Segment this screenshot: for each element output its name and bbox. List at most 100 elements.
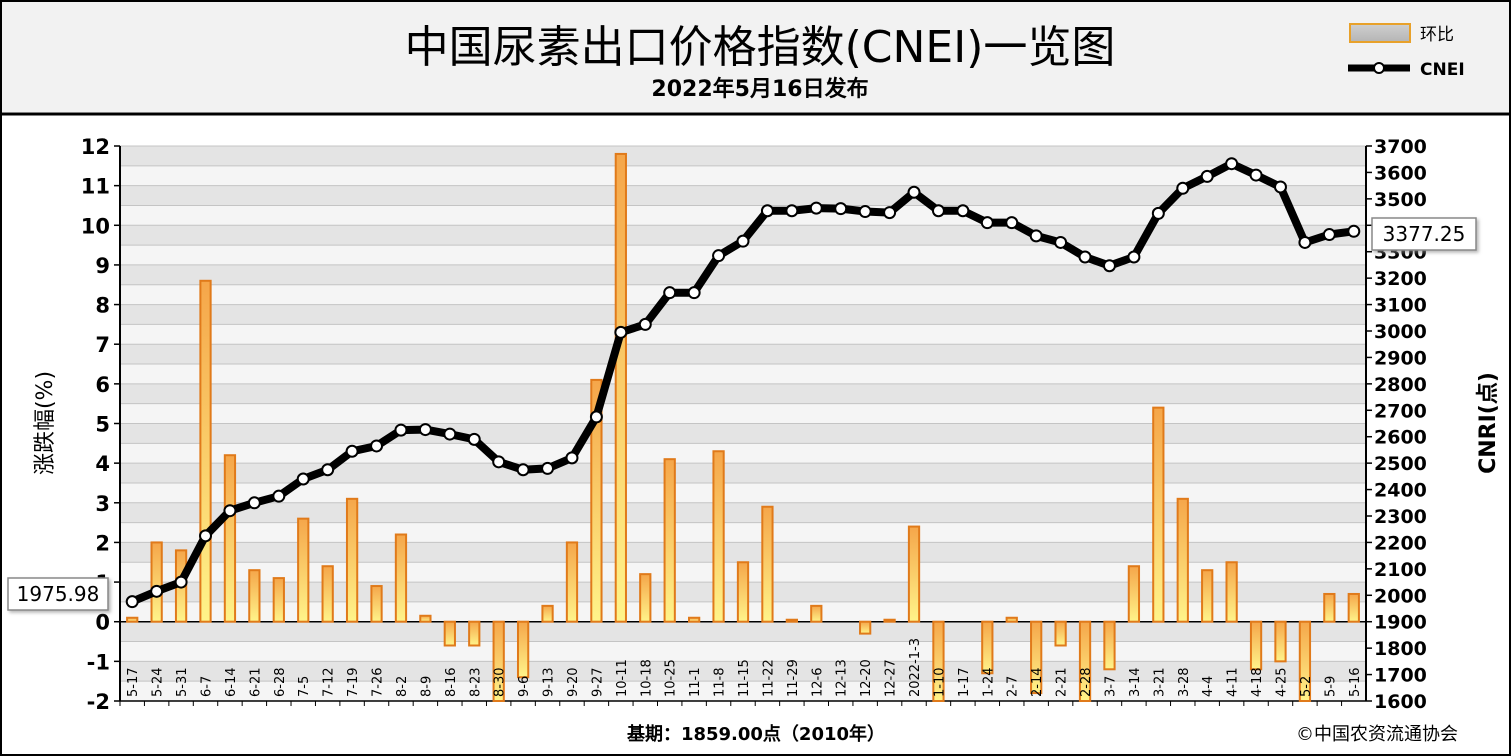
bar	[248, 569, 261, 623]
bar	[321, 565, 334, 623]
x-tick-label: 8-23	[468, 667, 483, 697]
grid-band	[120, 364, 1366, 384]
x-tick-label: 5-24	[151, 667, 166, 697]
grid-band	[120, 264, 1366, 285]
y-tick-label-left: 4	[95, 452, 110, 476]
cnei-point	[321, 463, 335, 477]
cnei-point	[1176, 181, 1190, 195]
x-tick-label: 9-6	[517, 676, 532, 697]
x-tick-label: 6-28	[273, 667, 288, 697]
cnei-point	[492, 455, 506, 469]
bar	[565, 541, 579, 623]
cnei-point	[223, 504, 237, 518]
grid-band	[120, 344, 1366, 365]
cnei-point	[1102, 259, 1116, 273]
y-tick-label-right: 2400	[1374, 480, 1427, 502]
footer-copyright: ©中国农资流通协会	[1296, 724, 1458, 745]
legend-line-label: CNEI	[1420, 60, 1465, 80]
y-tick-label-right: 1900	[1374, 612, 1427, 634]
cnei-point	[125, 595, 139, 609]
cnei-point	[1054, 235, 1068, 249]
x-tick-label: 11-15	[737, 659, 752, 697]
grid-band	[120, 185, 1366, 206]
x-tick-label: 6-7	[200, 676, 215, 697]
x-tick-label: 10-11	[615, 659, 630, 697]
grid-band	[120, 304, 1366, 325]
bar	[516, 620, 530, 679]
x-tick-label: 11-8	[713, 667, 728, 697]
x-tick-label: 8-2	[395, 676, 410, 697]
bar	[932, 620, 945, 703]
cnei-point	[907, 185, 921, 199]
grid-band	[120, 146, 1366, 166]
bar	[1054, 620, 1067, 647]
bar	[1103, 620, 1116, 671]
x-tick-label: 3-21	[1152, 667, 1167, 697]
cnei-point	[565, 451, 579, 465]
y-tick-label-left: 0	[95, 611, 110, 635]
x-tick-label: 4-11	[1226, 667, 1241, 697]
y-axis-left-title: 涨跌幅(%)	[33, 371, 58, 475]
grid-band	[120, 463, 1366, 483]
x-tick-label: 3-7	[1103, 676, 1118, 697]
bar	[761, 505, 774, 623]
grid-band	[120, 403, 1366, 424]
header-band	[2, 2, 1509, 112]
y-tick-label-right: 2100	[1374, 559, 1427, 581]
cnei-point	[174, 575, 188, 589]
x-tick-label: 12-6	[810, 667, 825, 697]
bar	[1249, 620, 1263, 671]
cnei-point	[418, 423, 432, 437]
x-tick-label: 3-28	[1177, 667, 1192, 697]
cnei-point	[1347, 224, 1361, 238]
legend-bar-swatch	[1349, 23, 1411, 43]
x-tick-label: 2022-1-3	[908, 638, 923, 697]
bar	[981, 620, 994, 675]
x-tick-label: 2-21	[1055, 667, 1070, 697]
x-tick-label: 6-21	[248, 667, 263, 697]
cnei-point	[1322, 228, 1336, 242]
bar	[1005, 616, 1018, 623]
grid-band	[120, 423, 1366, 444]
x-tick-label: 9-27	[590, 667, 605, 697]
y-tick-label-left: 7	[95, 333, 110, 357]
x-tick-label: 5-16	[1348, 667, 1363, 697]
cnei-point	[370, 439, 384, 453]
y-tick-label-right: 2300	[1374, 506, 1427, 528]
first-value-label: 1975.98	[17, 582, 100, 606]
cnei-point	[394, 423, 408, 437]
cnei-point	[760, 204, 774, 218]
grid-band	[120, 324, 1366, 345]
x-tick-label: 10-25	[664, 659, 679, 697]
y-tick-label-left: 5	[95, 413, 110, 437]
x-tick-label: 11-22	[761, 659, 776, 697]
bar	[1323, 592, 1336, 623]
y-tick-label-left: 12	[81, 135, 110, 159]
bar	[223, 454, 237, 623]
y-tick-label-left: 11	[81, 175, 110, 199]
cnei-point	[443, 427, 457, 441]
y-tick-label-right: 2200	[1374, 532, 1427, 554]
x-tick-label: 8-9	[419, 676, 434, 697]
cnei-point	[883, 206, 897, 220]
cnei-point	[663, 286, 677, 300]
grid-band	[120, 641, 1366, 662]
bar	[419, 614, 432, 623]
grid-band	[120, 681, 1366, 701]
bar	[541, 604, 554, 623]
y-tick-label-left: 8	[95, 294, 110, 318]
y-axis-right-title: CNRI(点)	[1475, 372, 1501, 474]
bar	[1201, 569, 1214, 623]
x-tick-label: 1-17	[957, 667, 972, 697]
cnei-point	[541, 461, 555, 475]
cnei-point	[809, 201, 823, 215]
x-tick-label: 5-2	[1299, 676, 1314, 697]
x-tick-label: 6-14	[224, 667, 239, 697]
bar	[199, 279, 212, 623]
grid-band	[120, 245, 1366, 265]
grid-band	[120, 165, 1366, 186]
bar	[688, 616, 701, 623]
bar	[907, 525, 921, 623]
x-tick-label: 12-13	[835, 659, 850, 697]
